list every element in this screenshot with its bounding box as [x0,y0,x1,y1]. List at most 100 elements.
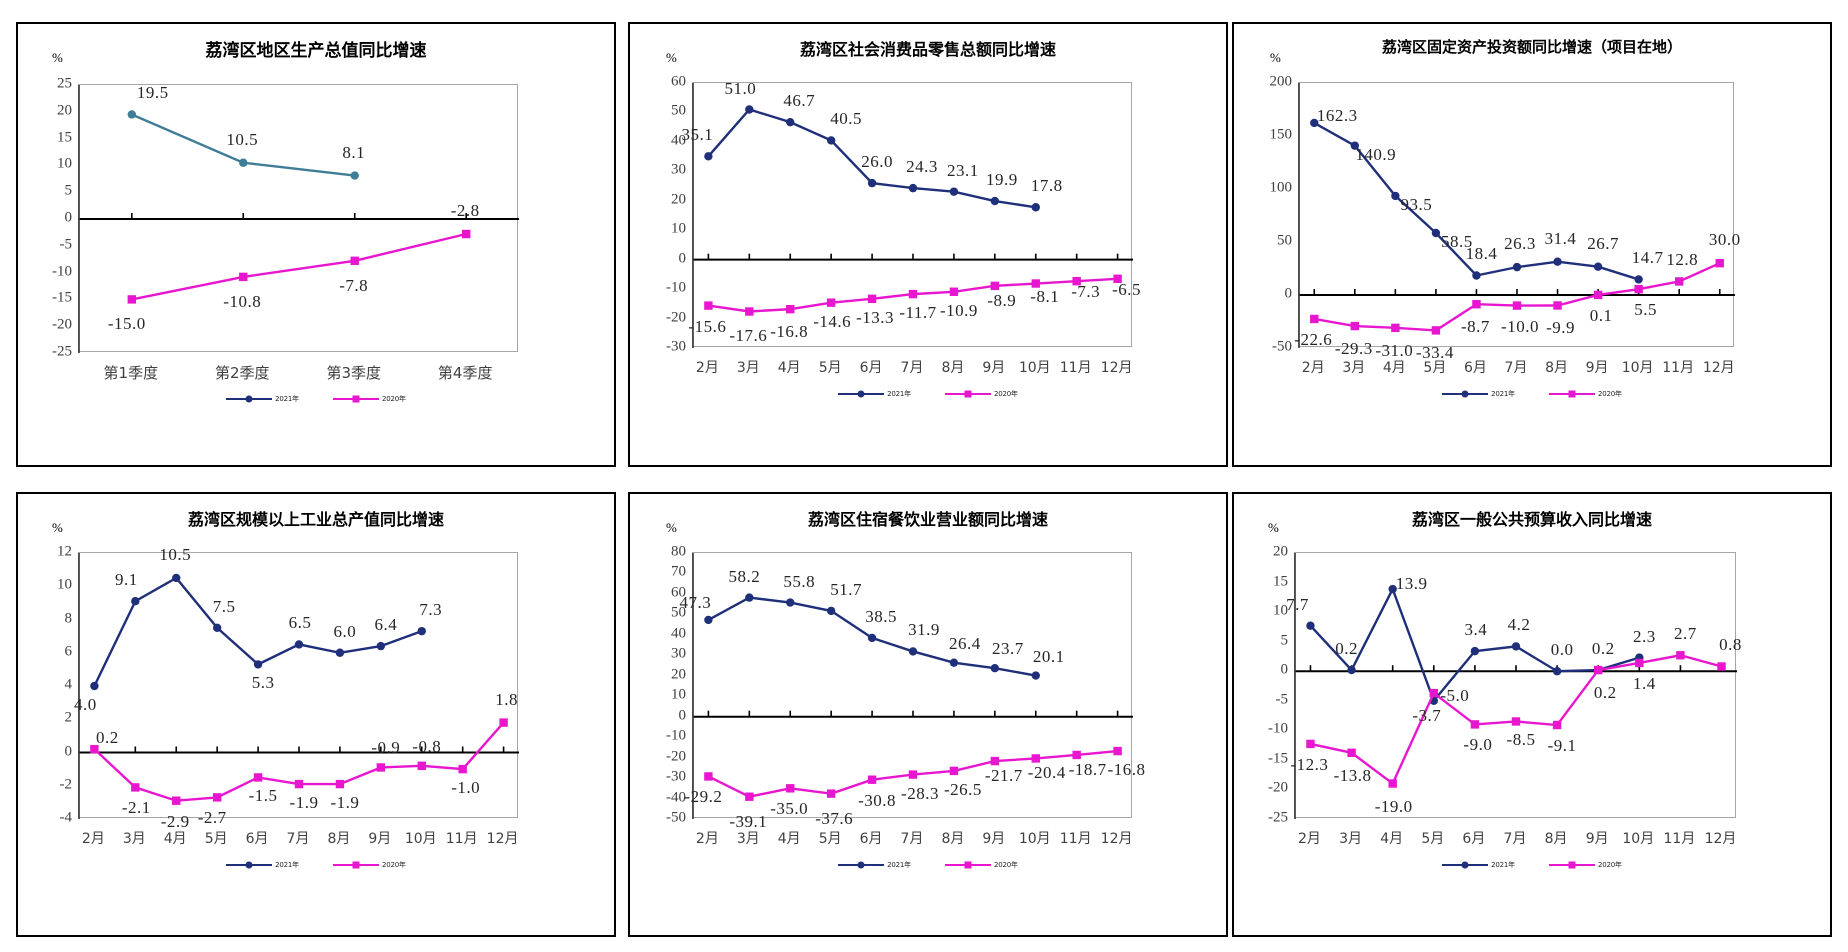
data-point-marker [462,229,471,239]
data-point-marker [786,598,795,607]
data-label: 0.2 [1591,639,1615,659]
data-label: -0.8 [412,736,442,756]
chart-title-industry: 荔湾区规模以上工业总产值同比增速 [187,510,444,529]
series-line-2021年 [93,576,423,687]
data-point-marker [127,110,136,119]
data-label: -12.3 [1290,754,1329,774]
data-point-marker [704,772,713,781]
legend-item-2020年[interactable]: 2020年 [1549,860,1622,870]
legend-label: 2020年 [994,861,1018,869]
legend-item-2020年[interactable]: 2020年 [333,860,406,870]
x-tick-label: 7月 [286,831,310,847]
x-tick-label: 7月 [900,360,924,376]
x-tick-label: 5月 [818,360,842,376]
x-tick-label: 10月 [1018,360,1051,376]
y-tick-label: -10 [52,263,72,280]
data-label: 26.0 [861,152,893,172]
legend-item-2021年[interactable]: 2021年 [1442,860,1515,870]
x-tick-label: 7月 [1504,360,1528,376]
y-tick-label: 0 [1280,661,1289,678]
chart-body-public-budget: 荔湾区一般公共预算收入同比增速% 20 15 10 5 0 -5 -10 -15 -20 -25 7.… [1234,494,1830,935]
chart-title-fixed-asset: 荔湾区固定资产投资额同比增速（项目在地） [1381,38,1682,56]
x-tick-label: 2月 [1301,360,1325,376]
data-point-marker [1594,665,1603,675]
data-label: -39.1 [729,811,768,831]
y-axis-unit-public-budget: % [1268,520,1279,535]
data-label: 0.1 [1589,305,1613,325]
x-tick-label: 3月 [1339,831,1363,847]
legend-item-2020年[interactable]: 2020年 [1549,389,1622,399]
data-point-marker [335,779,345,789]
data-label: -37.6 [815,808,854,828]
x-tick-label: 7月 [900,831,924,847]
data-point-marker [990,663,1000,673]
y-tick-label: 0 [64,209,73,226]
data-point-marker [1634,284,1643,294]
data-label: -10.8 [223,291,262,311]
x-tick-label: 4月 [777,360,801,376]
data-label: -7.3 [1071,282,1101,302]
data-point-marker [1429,688,1438,698]
legend-item-2020年[interactable]: 2020年 [945,860,1018,870]
data-point-marker [212,793,222,802]
data-point-marker [1553,301,1562,310]
x-tick-label: 9月 [1585,831,1609,847]
data-label: 51.7 [830,579,863,599]
x-tick-label: 8月 [941,831,965,847]
circle-marker-icon [1461,861,1469,869]
x-tick-label: 2月 [695,360,719,376]
circle-marker-icon [245,395,253,403]
legend-label: 2020年 [382,395,406,403]
y-tick-label: 150 [1269,126,1293,143]
data-label: -1.0 [451,778,481,798]
x-tick-label: 第4季度 [437,364,493,382]
legend-swatch-circle-icon [838,390,885,398]
data-label: 0.2 [1593,683,1617,703]
data-label: -19.0 [1374,796,1413,816]
data-point-marker [172,573,181,583]
data-label: -2.1 [121,798,151,818]
data-label: -21.7 [984,766,1023,786]
legend-item-2021年[interactable]: 2021年 [838,389,911,399]
data-point-marker [704,301,713,310]
x-tick-label: 3月 [122,831,146,847]
x-tick-label: 8月 [941,360,965,376]
chart-panel-fixed-asset: 荔湾区固定资产投资额同比增速（项目在地）% 200 150 100 50 0 -50 162.… [1232,22,1832,467]
data-label: 13.9 [1395,574,1428,594]
data-point-marker [908,183,918,193]
data-point-marker [867,775,877,784]
y-tick-label: 0 [1284,285,1293,302]
data-point-marker [239,272,248,282]
data-point-marker [131,783,140,792]
data-label: -8.7 [1460,317,1490,337]
legend-item-2021年[interactable]: 2021年 [226,860,299,870]
data-label: 19.5 [136,83,169,103]
legend-label: 2021年 [1491,861,1515,869]
data-point-marker [1512,301,1522,310]
y-tick-label: 15 [1273,573,1288,590]
x-tick-label: 6月 [245,831,269,847]
data-label: -15.0 [107,314,146,334]
legend-item-2021年[interactable]: 2021年 [1442,389,1515,399]
data-point-marker [704,615,713,625]
legend-item-2020年[interactable]: 2020年 [333,394,406,404]
data-label: -0.9 [371,738,401,758]
data-label: 30.0 [1708,230,1741,250]
data-point-marker [908,289,918,299]
x-tick-label: 6月 [1462,831,1486,847]
legend-item-2021年[interactable]: 2021年 [838,860,911,870]
legend-item-2020年[interactable]: 2020年 [945,389,1018,399]
legend-item-2021年[interactable]: 2021年 [226,394,299,404]
data-label: 58.5 [1441,231,1473,251]
legend-swatch-square-icon [945,390,991,398]
data-label: -5.0 [1440,685,1470,705]
data-label: -31.0 [1375,340,1414,360]
x-tick-label: 9月 [1585,360,1609,376]
chart-series-retail [692,83,1133,348]
data-point-marker [1511,717,1521,726]
y-tick-label: -4 [59,809,73,826]
x-tick-label: 12月 [1100,360,1133,376]
data-label: -22.6 [1294,329,1333,349]
data-point-marker [949,766,959,776]
